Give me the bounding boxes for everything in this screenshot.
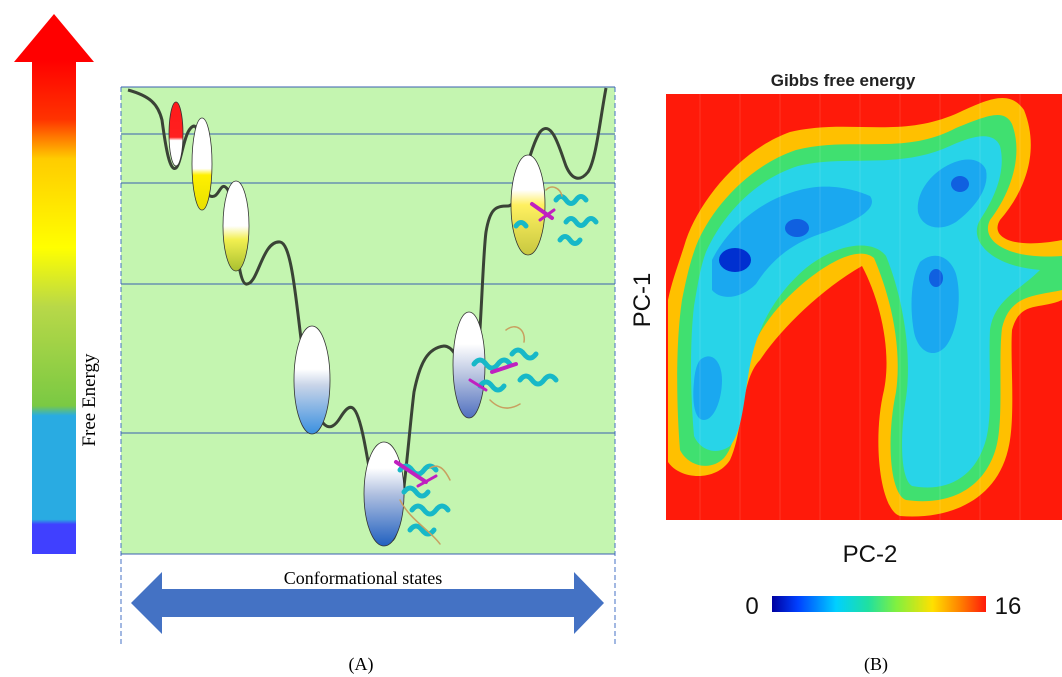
heatmap-contour-lightblue [693, 356, 722, 420]
state-ellipse-blue-mid [293, 325, 331, 435]
heatmap-cells [668, 97, 1062, 517]
xaxis-label: Conformational states [284, 568, 442, 588]
heatmap-title: Gibbs free energy [771, 71, 916, 90]
state-ellipse-olive [222, 180, 250, 272]
colorbar-max-label: 16 [995, 593, 1022, 620]
heatmap-xlabel: PC-2 [843, 541, 898, 568]
heatmap-colorbar [772, 596, 986, 612]
colorbar-arrow-shaft [32, 60, 76, 554]
heatmap-minimum [951, 176, 969, 192]
heatmap-ylabel: PC-1 [629, 273, 656, 328]
state-ellipse-yellow-high [510, 154, 546, 256]
state-ellipse-blue-upper [452, 311, 486, 419]
protein-structure-icon [394, 460, 451, 545]
protein-structure-icon [468, 326, 559, 409]
gibbs-heatmap-panel: Gibbs free energy [629, 71, 1062, 675]
heatmap-contour-lightblue [917, 159, 987, 228]
state-ellipse-red [168, 101, 184, 167]
colorbar-arrow-head [14, 14, 94, 62]
heatmap-grid-texture [699, 94, 1021, 520]
panel-a-caption: (A) [349, 654, 374, 675]
heatmap-minimum [719, 248, 751, 272]
conformational-states-arrow [131, 572, 604, 634]
state-ellipse-blue-deep [363, 441, 405, 547]
state-ellipse-yellow [191, 117, 213, 211]
free-energy-colorbar: Free Energy [14, 14, 100, 554]
energy-landscape-panel: Conformational states (A) [120, 86, 616, 675]
heatmap-minimum [929, 269, 943, 287]
colorbar-label: Free Energy [79, 353, 100, 447]
colorbar-min-label: 0 [745, 593, 758, 620]
heatmap-contour-lightblue [911, 255, 959, 354]
heatmap-minimum [785, 219, 809, 237]
heatmap-contour-lightblue [712, 186, 872, 297]
panel-b-caption: (B) [864, 654, 888, 675]
protein-structure-icon [513, 186, 599, 246]
